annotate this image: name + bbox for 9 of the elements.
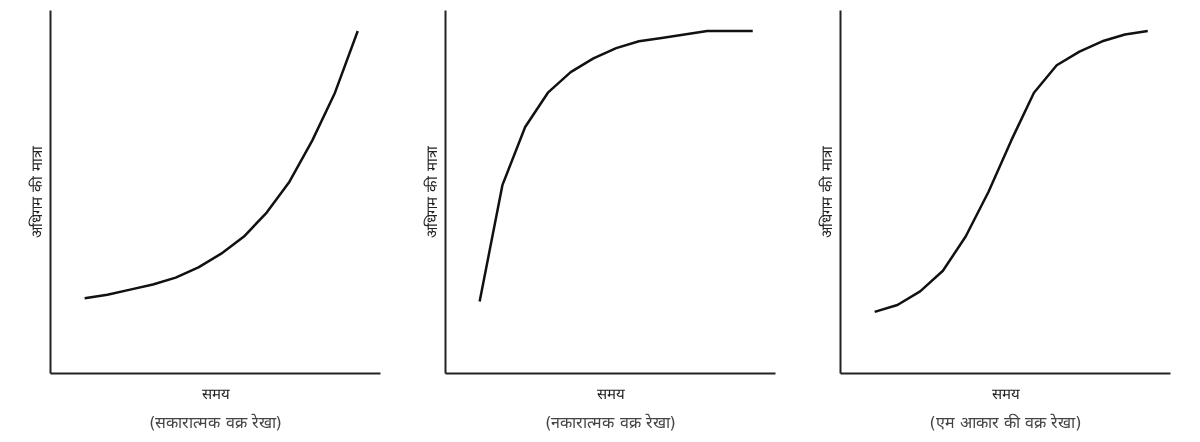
x-axis-title: समय <box>201 384 230 403</box>
x-axis-title: समय <box>991 384 1020 403</box>
text: (नकारात्मक वक्र रेखा) <box>545 412 676 432</box>
y-axis-title: अधिगम की मात्रा <box>422 145 441 238</box>
x-axis-title: समय <box>596 384 625 403</box>
y-axis-title: अधिगम की मात्रा <box>817 145 836 238</box>
text: (सकारात्मक वक्र रेखा) <box>149 412 282 432</box>
text: (एम आकार की वक्र रेखा) <box>929 412 1082 432</box>
y-axis-title: अधिगम की मात्रा <box>27 145 46 238</box>
